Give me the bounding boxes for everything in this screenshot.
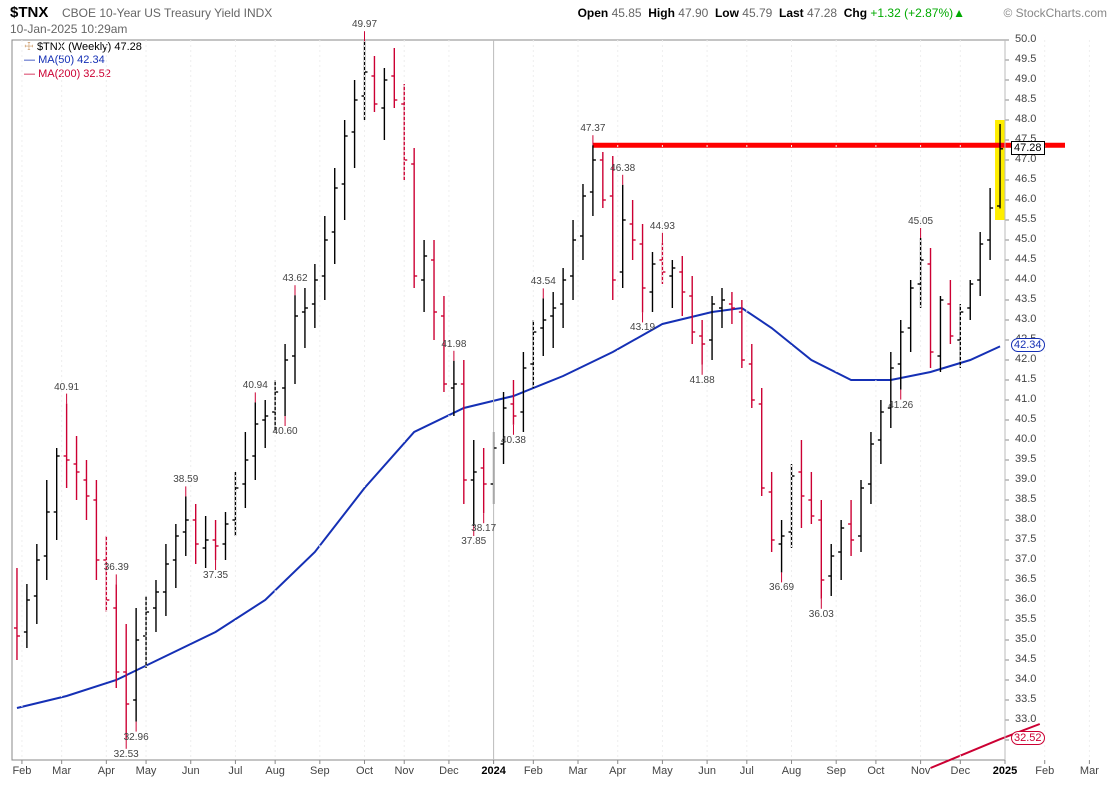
y-tick: 34.0 — [1015, 673, 1036, 685]
x-tick: Feb — [1035, 765, 1054, 777]
x-tick: Mar — [52, 765, 71, 777]
pivot-label: 43.62 — [282, 273, 307, 284]
x-tick: May — [136, 765, 157, 777]
pivot-label: 45.05 — [908, 216, 933, 227]
pivot-label: 36.03 — [809, 609, 834, 620]
pivot-label: 46.38 — [610, 163, 635, 174]
y-tick: 37.5 — [1015, 533, 1036, 545]
pivot-label: 49.97 — [352, 19, 377, 30]
y-tick: 39.0 — [1015, 473, 1036, 485]
x-tick: Feb — [12, 765, 31, 777]
pivot-label: 40.91 — [54, 382, 79, 393]
x-tick: Aug — [265, 765, 285, 777]
price-flag: 32.52 — [1011, 731, 1045, 745]
x-tick: Mar — [1080, 765, 1099, 777]
pivot-label: 40.38 — [501, 435, 526, 446]
x-tick: Oct — [356, 765, 373, 777]
pivot-label: 38.17 — [471, 523, 496, 534]
pivot-label: 43.19 — [630, 322, 655, 333]
x-tick: May — [652, 765, 673, 777]
x-tick: Nov — [394, 765, 414, 777]
price-flag: 47.28 — [1011, 141, 1045, 155]
y-tick: 34.5 — [1015, 653, 1036, 665]
y-tick: 47.0 — [1015, 153, 1036, 165]
pivot-label: 40.60 — [273, 426, 298, 437]
pivot-label: 36.39 — [104, 562, 129, 573]
pivot-label: 44.93 — [650, 221, 675, 232]
pivot-label: 41.88 — [690, 375, 715, 386]
x-tick: Sep — [310, 765, 330, 777]
x-tick: Jul — [228, 765, 242, 777]
y-tick: 45.0 — [1015, 233, 1036, 245]
y-tick: 43.5 — [1015, 293, 1036, 305]
x-tick: Jun — [182, 765, 200, 777]
y-tick: 50.0 — [1015, 33, 1036, 45]
x-tick: Jul — [740, 765, 754, 777]
x-tick: Jun — [698, 765, 716, 777]
y-tick: 49.0 — [1015, 73, 1036, 85]
y-tick: 46.5 — [1015, 173, 1036, 185]
y-tick: 35.5 — [1015, 613, 1036, 625]
y-tick: 45.5 — [1015, 213, 1036, 225]
pivot-label: 32.53 — [114, 749, 139, 760]
x-tick: Dec — [439, 765, 459, 777]
y-tick: 36.0 — [1015, 593, 1036, 605]
pivot-label: 37.85 — [461, 536, 486, 547]
y-tick: 33.5 — [1015, 693, 1036, 705]
y-tick: 39.5 — [1015, 453, 1036, 465]
y-tick: 40.0 — [1015, 433, 1036, 445]
x-tick: 2024 — [481, 765, 505, 777]
pivot-label: 38.59 — [173, 474, 198, 485]
y-tick: 46.0 — [1015, 193, 1036, 205]
x-tick: Apr — [98, 765, 115, 777]
x-tick: 2025 — [993, 765, 1017, 777]
price-flag: 42.34 — [1011, 338, 1045, 352]
y-tick: 36.5 — [1015, 573, 1036, 585]
y-tick: 38.0 — [1015, 513, 1036, 525]
y-tick: 38.5 — [1015, 493, 1036, 505]
pivot-label: 36.69 — [769, 582, 794, 593]
y-tick: 49.5 — [1015, 53, 1036, 65]
y-tick: 40.5 — [1015, 413, 1036, 425]
x-tick: Mar — [569, 765, 588, 777]
pivot-label: 37.35 — [203, 570, 228, 581]
y-tick: 35.0 — [1015, 633, 1036, 645]
pivot-label: 43.54 — [531, 276, 556, 287]
x-tick: Feb — [524, 765, 543, 777]
y-tick: 37.0 — [1015, 553, 1036, 565]
y-tick: 44.5 — [1015, 253, 1036, 265]
y-tick: 33.0 — [1015, 713, 1036, 725]
x-tick: Dec — [951, 765, 971, 777]
y-tick: 41.0 — [1015, 393, 1036, 405]
y-tick: 43.0 — [1015, 313, 1036, 325]
pivot-label: 41.26 — [888, 400, 913, 411]
pivot-label: 47.37 — [580, 123, 605, 134]
x-tick: Apr — [609, 765, 626, 777]
pivot-label: 32.96 — [124, 732, 149, 743]
y-tick: 41.5 — [1015, 373, 1036, 385]
y-tick: 48.0 — [1015, 113, 1036, 125]
x-tick: Nov — [911, 765, 931, 777]
x-tick: Sep — [826, 765, 846, 777]
price-chart — [0, 0, 1117, 786]
x-tick: Oct — [867, 765, 884, 777]
pivot-label: 40.94 — [243, 380, 268, 391]
x-tick: Aug — [782, 765, 802, 777]
pivot-label: 41.98 — [441, 339, 466, 350]
y-tick: 48.5 — [1015, 93, 1036, 105]
y-tick: 44.0 — [1015, 273, 1036, 285]
y-tick: 42.0 — [1015, 353, 1036, 365]
